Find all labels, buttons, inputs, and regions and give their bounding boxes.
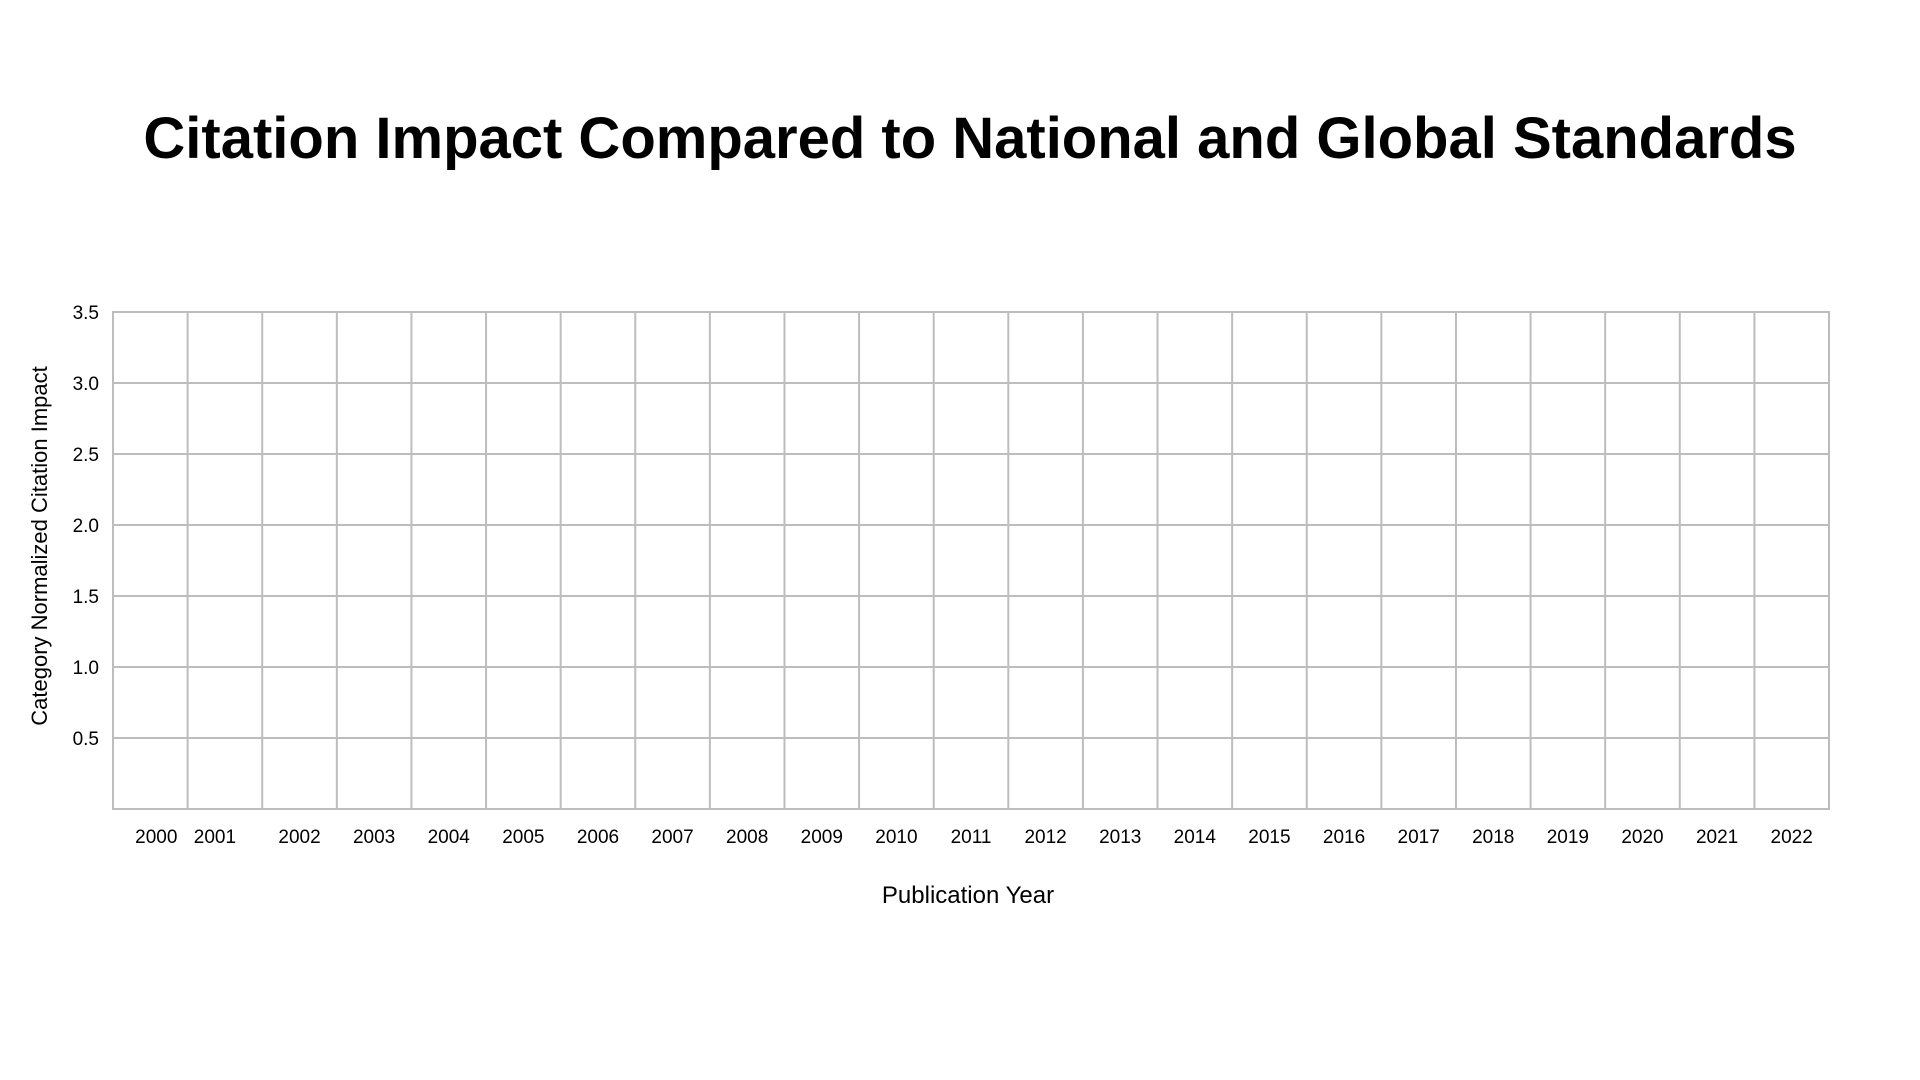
grid: [112, 311, 1830, 810]
x-tick-label: 2003: [353, 827, 395, 848]
x-tick-label: 2014: [1174, 827, 1217, 848]
y-axis-ticks: 0.5 1.0 1.5 2.0 2.5 3.0 3.5: [73, 303, 99, 750]
x-tick-label: 2016: [1323, 827, 1365, 848]
x-tick-label: 2019: [1547, 827, 1589, 848]
chart-title: Citation Impact Compared to National and…: [143, 106, 1797, 171]
x-tick-label: 2010: [875, 827, 917, 848]
y-tick-label: 2.5: [73, 445, 99, 466]
x-tick-label: 2018: [1472, 827, 1514, 848]
x-tick-label: 2017: [1398, 827, 1440, 848]
y-tick-label: 1.0: [73, 658, 99, 679]
y-tick-label: 3.0: [73, 374, 99, 395]
x-tick-label: 2009: [801, 827, 843, 848]
x-tick-label: 2007: [651, 827, 693, 848]
x-tick-label: 2000: [135, 827, 177, 848]
plot-frame: [112, 311, 1830, 810]
x-tick-label: 2002: [278, 827, 320, 848]
x-tick-label: 2005: [502, 827, 544, 848]
x-axis-label: Publication Year: [882, 882, 1054, 909]
x-tick-label: 2001: [194, 827, 236, 848]
x-tick-label: 2015: [1248, 827, 1290, 848]
x-tick-label: 2004: [428, 827, 471, 848]
x-tick-label: 2022: [1771, 827, 1813, 848]
y-tick-label: 3.5: [73, 303, 99, 324]
x-tick-label: 2008: [726, 827, 768, 848]
x-axis-ticks: 2000 2001 2002 2003 2004 2005 2006 2007 2008 2009…: [135, 827, 1813, 848]
y-tick-label: 2.0: [73, 516, 99, 537]
x-tick-label: 2012: [1024, 827, 1066, 848]
y-axis-label: Category Normalized Citation Impact: [27, 366, 52, 725]
y-tick-label: 1.5: [73, 587, 99, 608]
x-tick-label: 2013: [1099, 827, 1141, 848]
y-tick-label: 0.5: [73, 729, 99, 750]
x-tick-label: 2020: [1621, 827, 1663, 848]
x-tick-label: 2021: [1696, 827, 1738, 848]
x-tick-label: 2006: [577, 827, 619, 848]
x-tick-label: 2011: [951, 827, 992, 848]
